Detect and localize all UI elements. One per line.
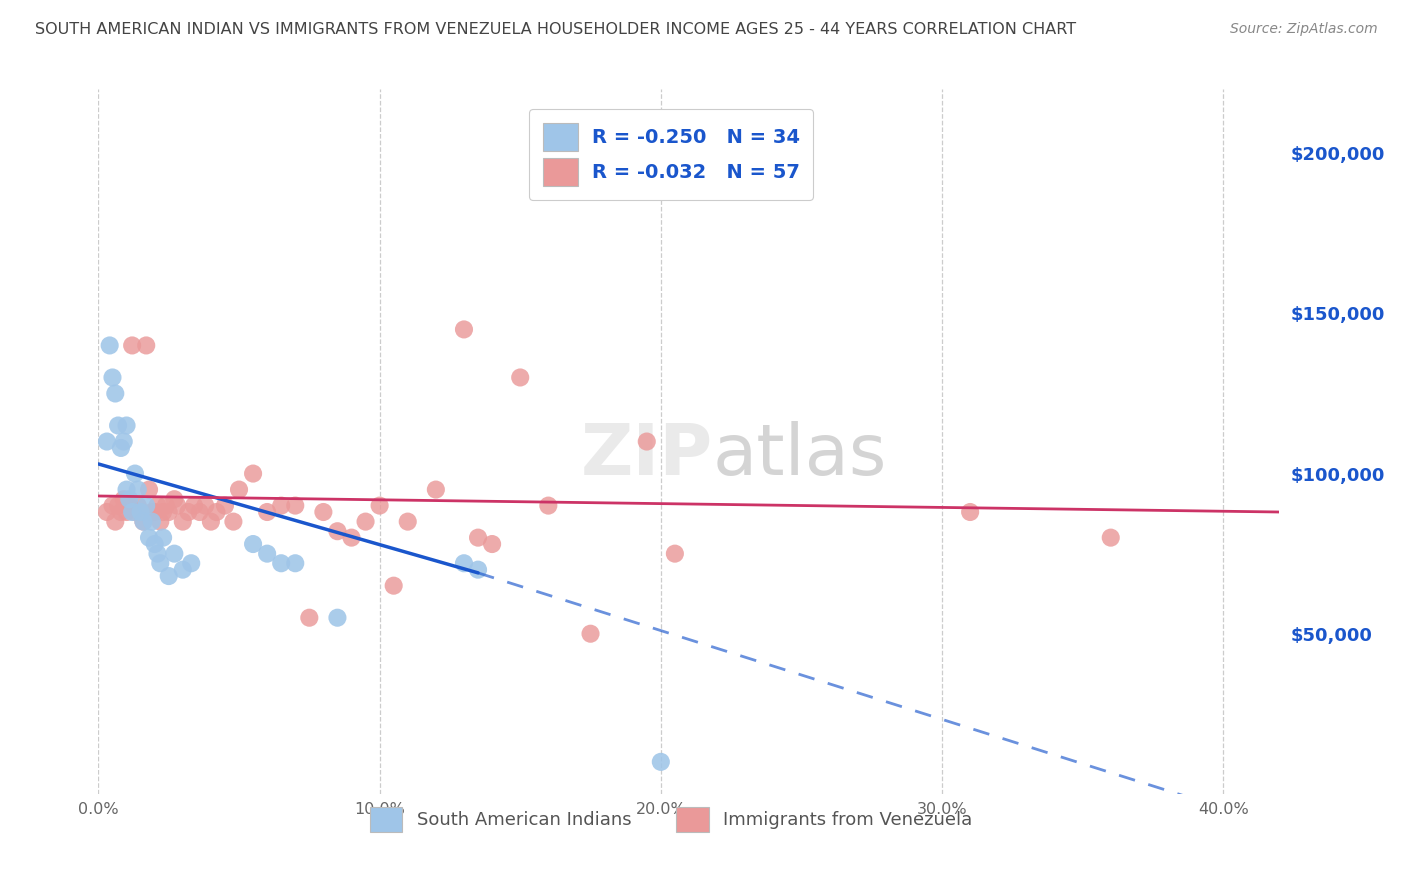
Point [354,515,377,529]
Point [163,547,186,561]
Point [177,505,200,519]
Point [284,556,307,570]
Point [96,505,118,519]
Point [188,505,211,519]
Point [425,483,447,497]
Point [115,483,138,497]
Point [107,499,129,513]
Point [143,537,166,551]
Point [270,499,292,513]
Point [222,515,245,529]
Point [152,531,174,545]
Point [312,505,335,519]
Point [326,610,349,624]
Text: Source: ZipAtlas.com: Source: ZipAtlas.com [1230,22,1378,37]
Point [157,505,180,519]
Point [453,556,475,570]
Point [537,499,560,513]
Point [298,610,321,624]
Point [284,499,307,513]
Point [270,556,292,570]
Point [135,499,157,513]
Point [141,515,163,529]
Point [104,515,127,529]
Text: SOUTH AMERICAN INDIAN VS IMMIGRANTS FROM VENEZUELA HOUSEHOLDER INCOME AGES 25 - : SOUTH AMERICAN INDIAN VS IMMIGRANTS FROM… [35,22,1076,37]
Point [172,515,194,529]
Text: atlas: atlas [713,421,887,490]
Point [481,537,503,551]
Point [180,556,202,570]
Point [396,515,419,529]
Point [1099,531,1122,545]
Point [115,418,138,433]
Text: ZIP: ZIP [581,421,713,490]
Point [146,499,169,513]
Point [124,505,146,519]
Point [242,537,264,551]
Point [110,505,132,519]
Point [141,505,163,519]
Point [129,505,152,519]
Point [382,579,405,593]
Point [96,434,118,449]
Point [256,505,278,519]
Point [146,547,169,561]
Point [242,467,264,481]
Point [155,499,177,513]
Point [118,499,141,513]
Point [205,505,228,519]
Point [467,531,489,545]
Point [326,524,349,539]
Point [115,505,138,519]
Point [959,505,981,519]
Point [194,499,217,513]
Point [157,569,180,583]
Point [664,547,686,561]
Point [467,563,489,577]
Point [132,515,155,529]
Point [112,434,135,449]
Point [101,370,124,384]
Point [166,499,188,513]
Point [121,338,143,352]
Point [183,499,205,513]
Point [110,441,132,455]
Point [124,467,146,481]
Point [509,370,531,384]
Point [368,499,391,513]
Point [143,505,166,519]
Point [650,755,672,769]
Point [138,483,160,497]
Point [163,492,186,507]
Point [256,547,278,561]
Point [453,322,475,336]
Point [152,505,174,519]
Legend: South American Indians, Immigrants from Venezuela: South American Indians, Immigrants from … [357,794,986,845]
Point [149,556,172,570]
Point [101,499,124,513]
Point [228,483,250,497]
Point [214,499,236,513]
Point [149,515,172,529]
Point [98,338,121,352]
Point [200,515,222,529]
Point [129,505,152,519]
Point [107,418,129,433]
Point [104,386,127,401]
Point [340,531,363,545]
Point [121,505,143,519]
Point [127,483,149,497]
Point [118,492,141,507]
Point [138,531,160,545]
Point [112,492,135,507]
Point [172,563,194,577]
Point [135,338,157,352]
Point [127,499,149,513]
Point [132,515,155,529]
Point [579,626,602,640]
Point [636,434,658,449]
